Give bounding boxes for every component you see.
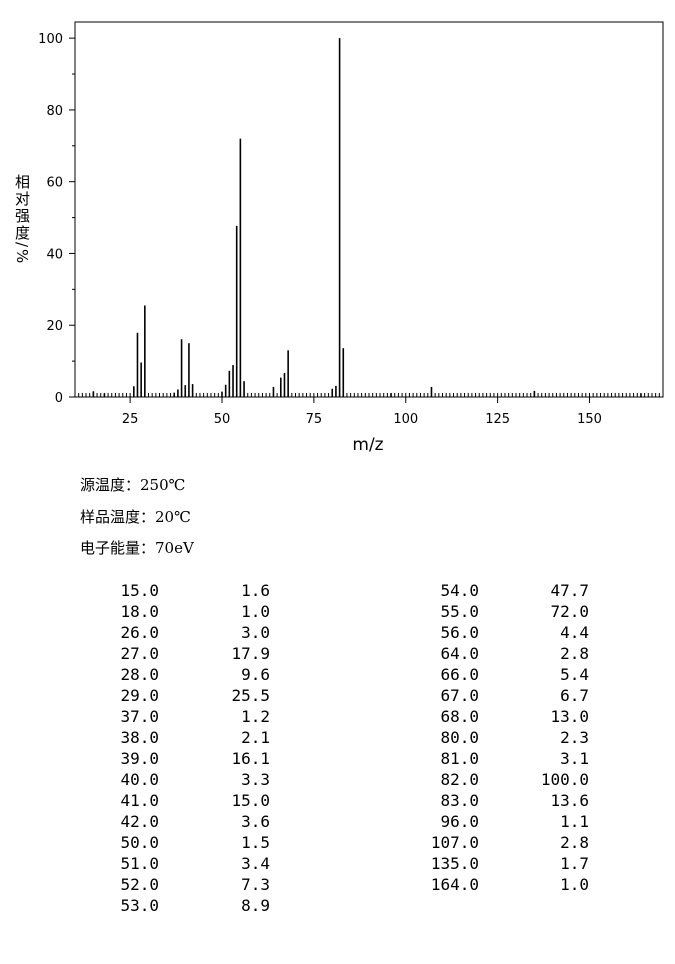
x-tick-label: 25 [122, 412, 139, 427]
table-mz: 42.0 [120, 812, 159, 831]
table-intensity: 17.9 [231, 644, 270, 663]
table-mz: 68.0 [440, 707, 479, 726]
condition: 电子能量：70eV [80, 539, 194, 557]
y-axis-label: 相对强度/% [13, 174, 31, 265]
table-intensity: 1.7 [560, 854, 589, 873]
table-intensity: 3.0 [241, 623, 270, 642]
table-mz: 81.0 [440, 749, 479, 768]
table-mz: 66.0 [440, 665, 479, 684]
table-mz: 54.0 [440, 581, 479, 600]
table-intensity: 1.0 [560, 875, 589, 894]
table-intensity: 3.4 [241, 854, 270, 873]
table-intensity: 2.3 [560, 728, 589, 747]
table-mz: 83.0 [440, 791, 479, 810]
table-mz: 82.0 [440, 770, 479, 789]
table-mz: 53.0 [120, 896, 159, 915]
table-mz: 40.0 [120, 770, 159, 789]
table-mz: 164.0 [430, 875, 479, 894]
x-tick-label: 100 [393, 412, 418, 427]
table-intensity: 2.8 [560, 644, 589, 663]
table-mz: 38.0 [120, 728, 159, 747]
y-tick-label: 100 [38, 32, 63, 47]
x-axis-label: m/z [352, 435, 383, 455]
table-intensity: 13.0 [550, 707, 589, 726]
table-intensity: 9.6 [241, 665, 270, 684]
table-intensity: 3.1 [560, 749, 589, 768]
table-mz: 37.0 [120, 707, 159, 726]
table-intensity: 1.5 [241, 833, 270, 852]
table-intensity: 4.4 [560, 623, 589, 642]
table-mz: 80.0 [440, 728, 479, 747]
table-intensity: 13.6 [550, 791, 589, 810]
table-mz: 39.0 [120, 749, 159, 768]
table-intensity: 3.3 [241, 770, 270, 789]
table-mz: 135.0 [430, 854, 479, 873]
table-intensity: 15.0 [231, 791, 270, 810]
table-mz: 26.0 [120, 623, 159, 642]
table-mz: 107.0 [430, 833, 479, 852]
table-intensity: 1.1 [560, 812, 589, 831]
x-tick-label: 150 [577, 412, 602, 427]
table-mz: 50.0 [120, 833, 159, 852]
table-intensity: 2.1 [241, 728, 270, 747]
condition: 样品温度：20℃ [80, 507, 191, 526]
y-tick-label: 60 [46, 176, 63, 191]
table-intensity: 3.6 [241, 812, 270, 831]
table-mz: 55.0 [440, 602, 479, 621]
table-mz: 41.0 [120, 791, 159, 810]
table-mz: 67.0 [440, 686, 479, 705]
table-mz: 15.0 [120, 581, 159, 600]
table-mz: 27.0 [120, 644, 159, 663]
x-tick-label: 50 [214, 412, 231, 427]
y-tick-label: 0 [55, 391, 63, 406]
table-intensity: 72.0 [550, 602, 589, 621]
y-tick-label: 20 [46, 319, 63, 334]
condition: 源温度：250℃ [80, 476, 186, 494]
chart: m/z 相对强度/% 0 20 40 60 80 100 25 50 75 100 125 150 [13, 21, 664, 455]
table-intensity: 8.9 [241, 896, 270, 915]
table-mz: 29.0 [120, 686, 159, 705]
x-tick-label: 75 [306, 412, 323, 427]
table-intensity: 2.8 [560, 833, 589, 852]
plot-frame [74, 21, 664, 398]
table-intensity: 100.0 [540, 770, 589, 789]
table-intensity: 1.0 [241, 602, 270, 621]
x-tick-label: 125 [485, 412, 510, 427]
table-intensity: 5.4 [560, 665, 589, 684]
table-intensity: 1.6 [241, 581, 270, 600]
table-intensity: 7.3 [241, 875, 270, 894]
table-intensity: 25.5 [231, 686, 270, 705]
table-mz: 64.0 [440, 644, 479, 663]
table-mz: 28.0 [120, 665, 159, 684]
table-mz: 18.0 [120, 602, 159, 621]
table-intensity: 16.1 [231, 749, 270, 768]
table-intensity: 47.7 [550, 581, 589, 600]
table-mz: 52.0 [120, 875, 159, 894]
table-intensity: 1.2 [241, 707, 270, 726]
table-mz: 51.0 [120, 854, 159, 873]
table-mz: 56.0 [440, 623, 479, 642]
table-mz: 96.0 [440, 812, 479, 831]
table-intensity: 6.7 [560, 686, 589, 705]
y-tick-label: 80 [46, 104, 63, 119]
y-tick-label: 40 [46, 247, 63, 262]
